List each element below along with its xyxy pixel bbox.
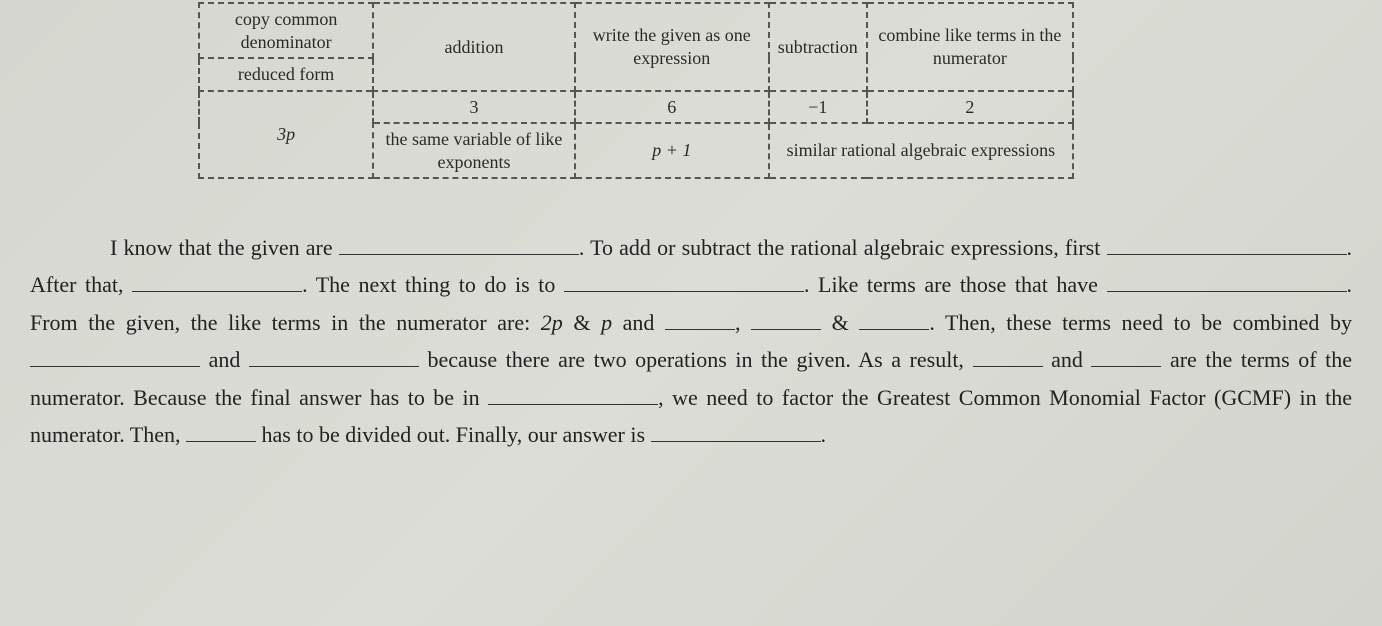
cell-subtraction: subtraction: [769, 3, 867, 91]
text-segment: . Like terms are those that have: [804, 272, 1107, 297]
text-segment: .: [821, 422, 827, 447]
word-bank-table: copy common denominator addition write t…: [198, 2, 1074, 179]
cell-6: 6: [575, 91, 769, 124]
cell-similar-rational: similar rational algebraic expressions: [769, 123, 1073, 178]
cell-3: 3: [373, 91, 575, 124]
term-2p: 2p: [541, 310, 563, 335]
text-segment: &: [563, 310, 601, 335]
text-segment: I know that the given are: [110, 235, 339, 260]
blank-4[interactable]: [564, 268, 804, 292]
blank-7[interactable]: [751, 306, 821, 330]
blank-1[interactable]: [339, 231, 579, 255]
blank-15[interactable]: [651, 418, 821, 442]
text-segment: . To add or subtract the rational algebr…: [579, 235, 1101, 260]
cell-2: 2: [867, 91, 1073, 124]
text-segment: . The next thing to do is to: [302, 272, 564, 297]
cell-neg1: −1: [769, 91, 867, 124]
term-p: p: [601, 310, 612, 335]
cell-write-given-one-expression: write the given as one expression: [575, 3, 769, 91]
blank-9[interactable]: [30, 343, 200, 367]
blank-3[interactable]: [132, 268, 302, 292]
cell-reduced-form: reduced form: [199, 58, 373, 91]
text-segment: and: [1043, 347, 1092, 372]
cell-copy-common-denominator: copy common denominator: [199, 3, 373, 58]
blank-8[interactable]: [859, 306, 929, 330]
cell-3p: 3p: [199, 91, 373, 179]
text-segment: . Then, these terms need to be combined …: [929, 310, 1352, 335]
blank-11[interactable]: [973, 343, 1043, 367]
blank-6[interactable]: [665, 306, 735, 330]
blank-14[interactable]: [186, 418, 256, 442]
text-segment: and: [200, 347, 249, 372]
cell-addition: addition: [373, 3, 575, 91]
text-segment: ,: [735, 310, 751, 335]
blank-10[interactable]: [249, 343, 419, 367]
text-segment: because there are two operations in the …: [419, 347, 973, 372]
blank-12[interactable]: [1091, 343, 1161, 367]
text-segment: &: [821, 310, 859, 335]
blank-2[interactable]: [1107, 231, 1347, 255]
cell-same-variable: the same variable of like exponents: [373, 123, 575, 178]
fill-in-paragraph: I know that the given are . To add or su…: [30, 229, 1352, 453]
blank-5[interactable]: [1107, 268, 1347, 292]
cell-combine-like-terms: combine like terms in the numerator: [867, 3, 1073, 91]
blank-13[interactable]: [488, 380, 658, 404]
cell-p-plus-1: p + 1: [575, 123, 769, 178]
text-segment: has to be divided out. Finally, our answ…: [256, 422, 651, 447]
text-segment: and: [612, 310, 665, 335]
